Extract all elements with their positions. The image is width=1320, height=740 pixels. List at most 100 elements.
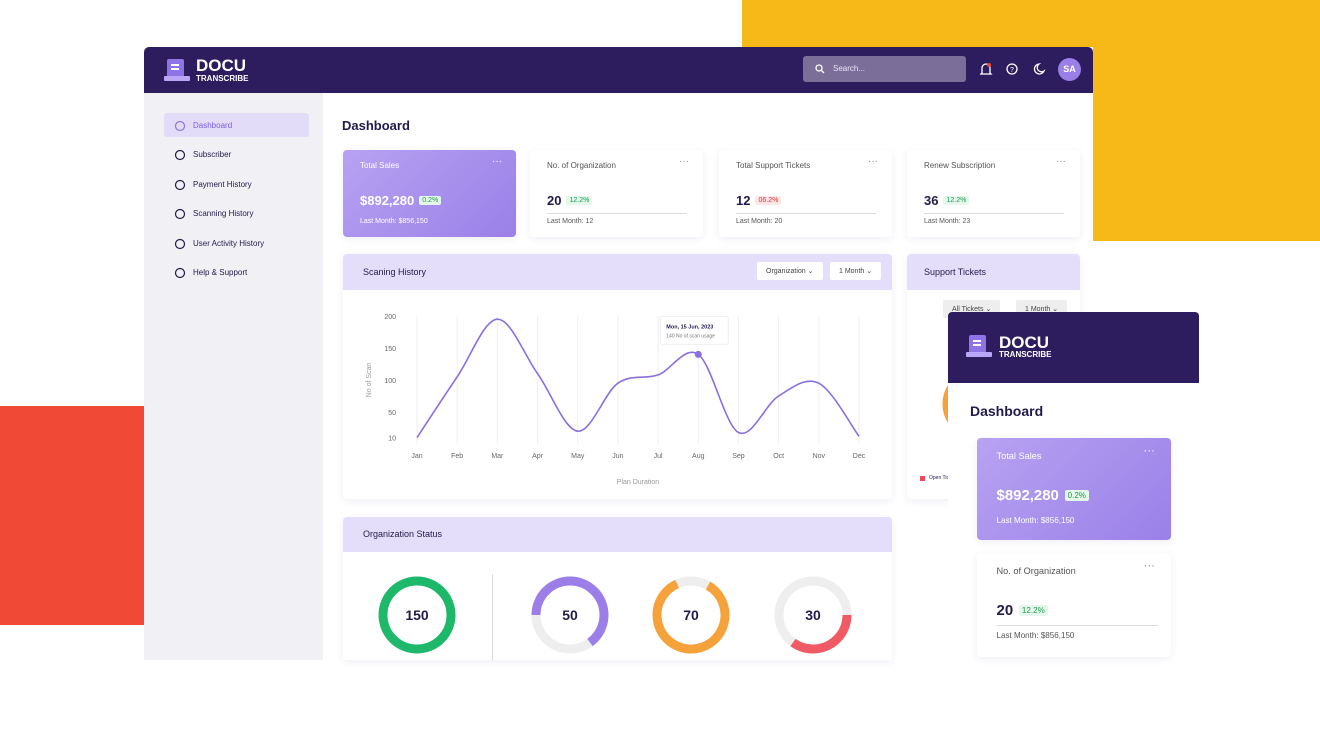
nav-icon: [174, 267, 186, 279]
nav-icon: [174, 179, 186, 190]
divider: [996, 625, 1158, 627]
last-month: Last Month: 23: [924, 218, 971, 225]
stat-card: No. of Organization ··· 20 12.2% Last Month:…: [530, 150, 703, 237]
filter-label: 1 Month: [839, 268, 865, 275]
nav-icon: [174, 209, 186, 220]
icon-shape: [174, 238, 186, 249]
stat-value: 36: [924, 193, 939, 208]
stat-value: 12: [736, 193, 751, 208]
stat-value: 20: [547, 193, 562, 208]
more[interactable]: ···: [868, 156, 878, 167]
legend-swatch: [920, 476, 925, 481]
overlay-title: Dashboard: [970, 403, 1044, 419]
stat-change: 12.2%: [566, 196, 593, 205]
search-box[interactable]: Search...: [803, 56, 966, 82]
overlay-header: DOCU TRANSCRIBE: [948, 312, 1199, 383]
red-block: [0, 406, 144, 625]
filter[interactable]: Organization ⌄: [757, 262, 823, 280]
nav-icon: [174, 238, 186, 249]
donut-value: 150: [405, 607, 429, 623]
stat-title: No. of Organization: [996, 565, 1076, 576]
more[interactable]: ···: [492, 156, 502, 167]
stat-title: Total Sales: [360, 161, 400, 170]
brand-name: DOCU: [999, 333, 1050, 352]
stat-change: 0.2%: [419, 196, 442, 205]
brand-name: DOCU: [196, 56, 247, 75]
divider: [924, 213, 1064, 214]
stat-title: Total Sales: [996, 450, 1042, 461]
more[interactable]: ···: [1143, 444, 1155, 457]
stat-title: No. of Organization: [547, 161, 616, 170]
more[interactable]: ···: [1056, 156, 1066, 167]
stat-value: $892,280: [360, 193, 415, 208]
stat-row: 12 06.2%: [736, 193, 782, 208]
brand-sub: TRANSCRIBE: [999, 350, 1052, 359]
search-placeholder: Search...: [833, 64, 866, 73]
filter-label: 1 Month: [1025, 306, 1051, 313]
nav-item[interactable]: Dashboard: [193, 121, 233, 130]
nav-item[interactable]: Payment History: [193, 179, 252, 189]
card-header: [343, 517, 892, 552]
stat-change: 12.2%: [943, 196, 970, 205]
scanning-card: Scaning History Organization ⌄ 1 Month ⌄: [343, 254, 892, 499]
donuts: 150 50 70 30: [378, 576, 852, 654]
stat-card: Total Sales ··· $892,280 0.2% Last Month: $8…: [977, 438, 1171, 540]
sidebar: [144, 93, 323, 660]
stat-row: $892,280 0.2%: [997, 487, 1089, 504]
header-icons[interactable]: ?: [979, 62, 1049, 78]
last-month: Last Month: 20: [736, 218, 783, 225]
stat-row: 20 12.2%: [997, 602, 1048, 619]
filter[interactable]: 1 Month ⌄: [830, 262, 882, 280]
donut-value: 50: [562, 607, 578, 623]
filter-label: Organization: [766, 268, 806, 275]
divider: [492, 574, 493, 660]
icon-shape: [174, 267, 186, 279]
stat-card: Total Sales ··· $892,280 0.2% Last Month: $8…: [343, 150, 516, 237]
page-title: Dashboard: [342, 118, 410, 133]
stat-title: Renew Subscription: [924, 161, 996, 170]
nav-item[interactable]: Scanning History: [193, 209, 254, 219]
last-month: Last Month: $856,150: [996, 631, 1075, 641]
svg-text:?: ?: [1010, 67, 1014, 74]
stat-value: 20: [996, 602, 1014, 620]
legend-label: Open Tickets: [929, 475, 959, 481]
nav-item[interactable]: Subscriber: [193, 150, 232, 160]
icon-shape: [174, 120, 186, 132]
stat-row: 36 12.2%: [924, 193, 970, 208]
donut-value: 70: [683, 607, 699, 623]
logo-icon: [966, 335, 992, 357]
donut-value: 30: [805, 607, 821, 623]
divider: [547, 213, 687, 214]
nav-item[interactable]: Help & Support: [193, 268, 248, 277]
last-month: Last Month: $856,150: [360, 218, 428, 225]
more[interactable]: ···: [679, 156, 689, 167]
logo-icon: [164, 59, 190, 81]
stat-change: 12.2%: [1018, 605, 1048, 617]
more[interactable]: ···: [1143, 559, 1155, 572]
brand-sub: TRANSCRIBE: [196, 74, 249, 83]
nav-icon: [174, 120, 186, 132]
stat-card: No. of Organization ··· 20 12.2% Last Month:…: [977, 553, 1171, 657]
card-title: Scaning History: [363, 267, 427, 277]
stat-title: Total Support Tickets: [736, 161, 811, 170]
topbar: DOCU TRANSCRIBE Search... ? SA: [144, 47, 1093, 93]
card-title: Organization Status: [363, 529, 443, 539]
stat-card: Total Support Tickets ··· 12 06.2% Last Mont…: [719, 150, 892, 237]
active-item-bg: [164, 113, 309, 137]
stat-row: $892,280 0.2%: [360, 193, 442, 208]
divider: [736, 213, 876, 214]
stat-card: Renew Subscription ··· 36 12.2% Last Month: …: [907, 150, 1080, 237]
stat-value: $892,280: [996, 487, 1059, 505]
last-month: Last Month: $856,150: [996, 516, 1075, 526]
icon-shape: [174, 209, 186, 220]
icon-shape: [174, 179, 186, 190]
last-month: Last Month: 12: [547, 218, 594, 225]
icon-shape: [174, 150, 186, 161]
avatar[interactable]: SA: [1058, 58, 1081, 81]
stat-row: 20 12.2%: [547, 193, 593, 208]
stat-change: 06.2%: [755, 196, 782, 205]
card-header: [907, 254, 1080, 290]
nav-item[interactable]: User Activity History: [193, 238, 265, 248]
stat-change: 0.2%: [1064, 490, 1089, 502]
